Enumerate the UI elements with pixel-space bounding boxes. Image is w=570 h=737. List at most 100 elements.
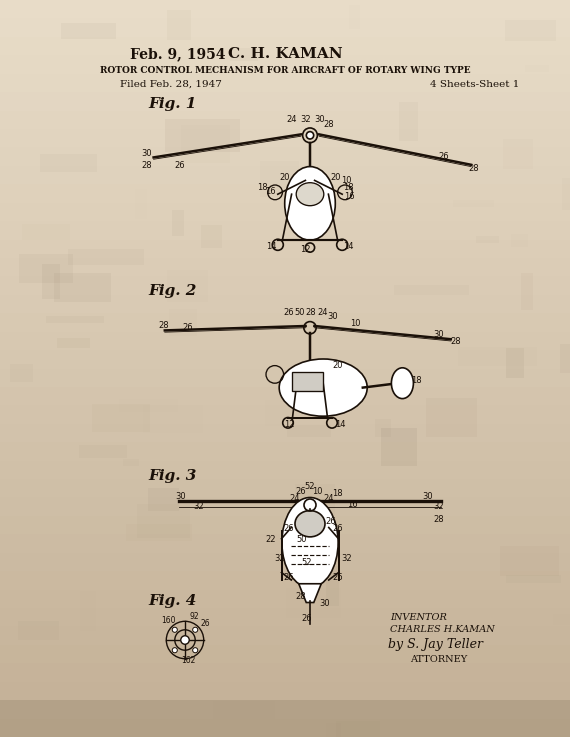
Bar	[0, 74, 570, 93]
Bar	[562, 178, 570, 210]
Bar	[0, 424, 570, 443]
Bar	[0, 497, 570, 517]
Text: 26: 26	[438, 153, 449, 161]
Bar	[0, 700, 570, 719]
Circle shape	[193, 627, 198, 632]
Bar	[62, 23, 116, 39]
Bar	[453, 200, 494, 207]
Text: 24: 24	[289, 495, 299, 503]
Bar	[292, 371, 323, 391]
Text: 26: 26	[301, 614, 312, 624]
Bar	[201, 225, 222, 248]
Bar	[0, 129, 570, 148]
Ellipse shape	[284, 167, 335, 240]
Bar	[166, 270, 209, 302]
Text: 32: 32	[434, 502, 445, 511]
Bar	[57, 338, 91, 349]
Bar	[375, 419, 392, 437]
Text: 26: 26	[284, 573, 294, 582]
Bar	[0, 682, 570, 701]
Bar	[0, 295, 570, 314]
Bar	[137, 503, 190, 538]
Bar	[0, 240, 570, 259]
Bar	[286, 588, 341, 618]
Ellipse shape	[295, 511, 325, 537]
Bar	[167, 10, 191, 41]
Bar	[54, 273, 111, 301]
Text: 20: 20	[331, 173, 341, 182]
Bar	[0, 553, 570, 572]
Text: 28: 28	[141, 161, 152, 170]
Text: 26: 26	[284, 307, 294, 317]
Bar	[40, 154, 97, 172]
Bar	[336, 722, 380, 737]
Bar	[316, 391, 343, 399]
Text: 18: 18	[411, 376, 422, 385]
Text: 30: 30	[141, 149, 152, 158]
Ellipse shape	[279, 359, 367, 416]
Text: by S. Jay Teller: by S. Jay Teller	[388, 638, 483, 651]
Text: 30: 30	[175, 492, 186, 501]
Text: 10: 10	[349, 319, 360, 328]
Circle shape	[306, 132, 314, 139]
Bar	[553, 613, 570, 625]
Text: 162: 162	[181, 656, 195, 665]
Text: 18: 18	[332, 489, 343, 498]
Bar	[10, 364, 33, 382]
Bar	[506, 575, 560, 583]
Bar	[0, 663, 570, 682]
Text: 14: 14	[335, 420, 345, 429]
Text: 52: 52	[304, 481, 315, 491]
Bar	[0, 166, 570, 185]
Bar	[0, 590, 570, 609]
Text: 30: 30	[422, 492, 433, 501]
Text: CHARLES H.KAMAN: CHARLES H.KAMAN	[390, 625, 495, 634]
Bar	[541, 712, 570, 727]
Text: 16: 16	[265, 187, 276, 196]
Text: 16: 16	[348, 500, 358, 509]
Bar	[181, 125, 230, 163]
Bar	[0, 350, 570, 369]
Bar	[426, 398, 477, 436]
Bar	[326, 567, 339, 607]
Bar	[0, 276, 570, 296]
Bar	[0, 442, 570, 461]
Text: INVENTOR: INVENTOR	[390, 613, 447, 622]
Text: 30: 30	[314, 116, 324, 125]
Text: 28: 28	[451, 337, 462, 346]
Text: 28: 28	[158, 321, 169, 329]
Text: 16: 16	[344, 192, 355, 200]
Bar	[0, 461, 570, 480]
Text: 10: 10	[312, 486, 323, 496]
Text: 28: 28	[306, 307, 316, 317]
Bar	[0, 37, 570, 56]
Text: Fig. 2: Fig. 2	[148, 284, 197, 298]
Bar	[0, 645, 570, 664]
Text: 32: 32	[300, 116, 311, 125]
Bar	[92, 405, 150, 432]
Bar	[19, 254, 73, 283]
Bar	[0, 332, 570, 351]
Bar	[135, 189, 147, 219]
Bar	[0, 405, 570, 425]
Text: 24: 24	[317, 307, 328, 317]
Text: 14: 14	[266, 242, 276, 251]
Text: 50: 50	[294, 307, 304, 317]
Bar	[0, 608, 570, 627]
Text: C. H. KAMAN: C. H. KAMAN	[227, 47, 343, 61]
Circle shape	[181, 636, 189, 644]
Text: 160: 160	[161, 616, 176, 625]
Text: 28: 28	[323, 120, 333, 129]
Circle shape	[172, 627, 177, 632]
Polygon shape	[299, 584, 321, 603]
Text: 14: 14	[343, 242, 354, 251]
Bar	[123, 459, 139, 466]
Bar	[165, 119, 240, 152]
Text: 92: 92	[189, 612, 199, 621]
Text: 30: 30	[433, 329, 444, 338]
Bar	[79, 445, 127, 458]
Bar	[476, 237, 499, 243]
Bar	[503, 139, 532, 169]
Bar	[326, 722, 341, 737]
Text: 26: 26	[182, 324, 193, 332]
